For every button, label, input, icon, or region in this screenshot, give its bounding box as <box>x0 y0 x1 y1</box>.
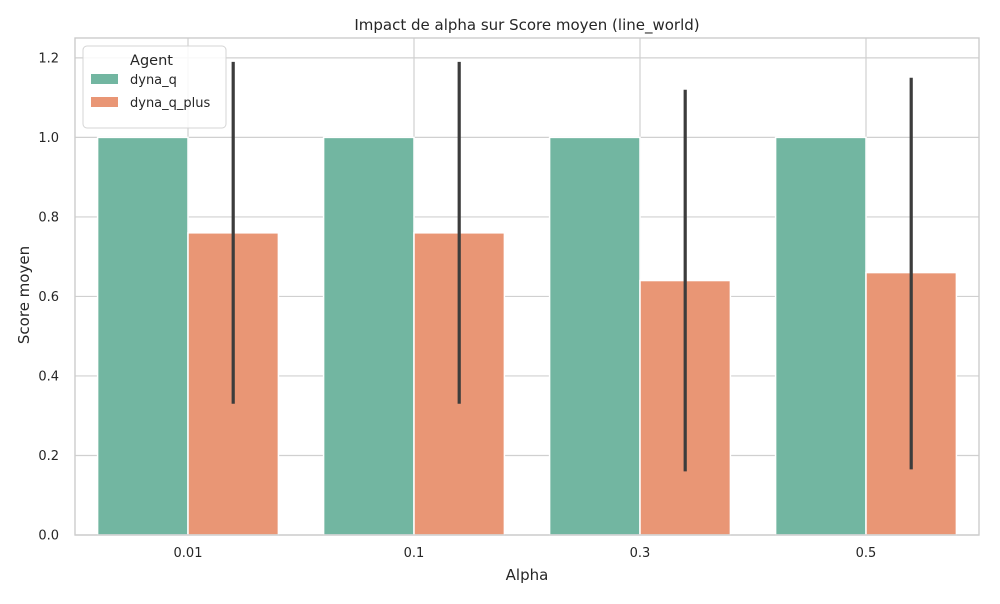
x-tick-label: 0.01 <box>174 546 203 561</box>
y-tick-label: 1.2 <box>38 51 59 66</box>
error-bars <box>231 61 913 472</box>
bar-dyna_q-0.5 <box>774 136 867 536</box>
y-tick-label: 0.6 <box>38 290 59 305</box>
y-tick-label: 0.4 <box>38 369 59 384</box>
legend-label-dyna_q_plus: dyna_q_plus <box>130 96 211 111</box>
legend-title: Agent <box>130 53 173 69</box>
legend-box <box>82 45 227 129</box>
legend-swatch-dyna_q_plus <box>91 97 118 107</box>
bar-dyna_q-0.01 <box>96 136 189 536</box>
x-axis-label: Alpha <box>506 566 549 584</box>
bars <box>96 136 958 536</box>
y-axis-label: Score moyen <box>15 246 33 344</box>
y-tick-label: 0.2 <box>38 449 59 464</box>
y-tick-label: 1.0 <box>38 131 59 146</box>
legend-label-dyna_q: dyna_q <box>130 73 177 88</box>
bar-dyna_q-0.1 <box>322 136 415 536</box>
tick-labels: 0.0 0.2 0.4 0.6 0.8 1.0 1.2 0.01 0.1 0.3 0.5 <box>38 51 876 561</box>
bar-dyna_q-0.3 <box>548 136 641 536</box>
x-tick-label: 0.3 <box>630 546 651 561</box>
x-tick-label: 0.5 <box>856 546 877 561</box>
y-tick-label: 0.0 <box>38 529 59 544</box>
plot-border <box>74 37 980 536</box>
y-tick-label: 0.8 <box>38 210 59 225</box>
x-tick-label: 0.1 <box>404 546 425 561</box>
plot-frame <box>74 37 980 536</box>
legend: Agent dyna_q dyna_q_plus <box>82 45 227 129</box>
legend-swatch-dyna_q <box>91 74 118 84</box>
chart-title: Impact de alpha sur Score moyen (line_wo… <box>354 16 699 35</box>
